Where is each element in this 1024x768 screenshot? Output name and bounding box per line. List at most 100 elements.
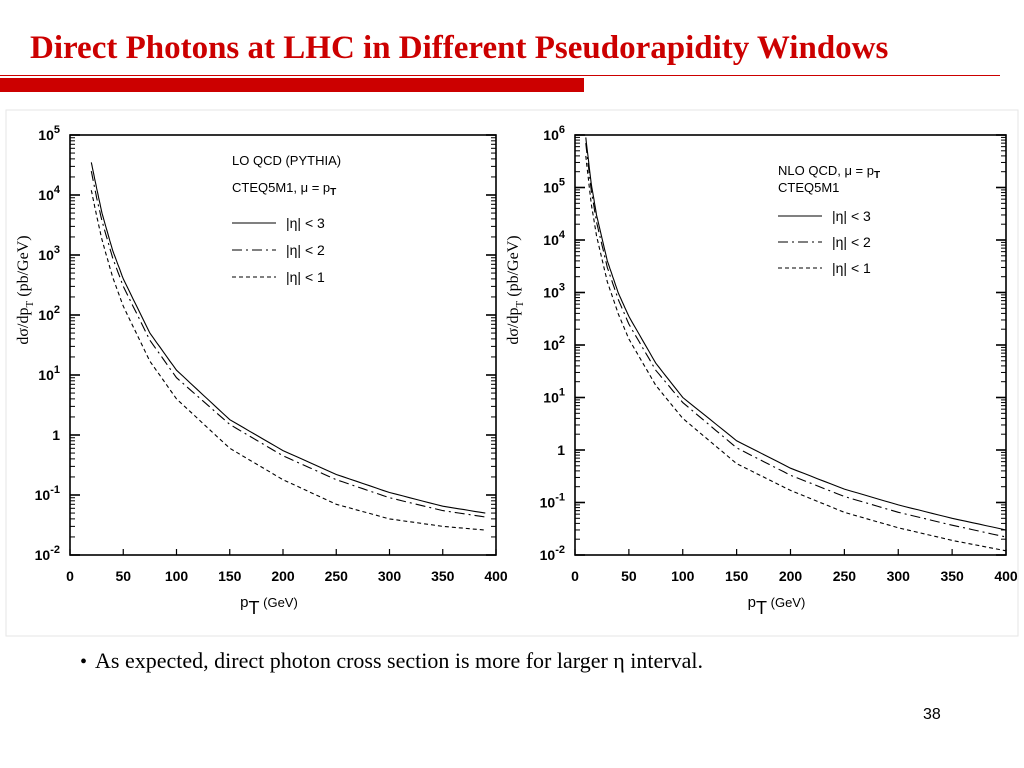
y-tick-exponent: 1: [54, 364, 60, 376]
y-tick-base: 10: [35, 487, 51, 503]
x-tick-label: 100: [671, 568, 695, 584]
x-tick-label: 150: [725, 568, 749, 584]
title-rule-thin: [0, 75, 1000, 76]
plot-annotation-text: NLO QCD, μ = p: [778, 163, 874, 178]
y-tick-base: 10: [543, 232, 559, 248]
slide-number: 38: [923, 706, 941, 723]
legend-label: |η| < 1: [832, 260, 871, 276]
plot-annotation: CTEQ5M1, μ = pT: [232, 180, 336, 198]
x-tick-label: 400: [484, 568, 508, 584]
y-tick-base: 10: [543, 390, 559, 406]
y-tick-base: 10: [38, 367, 54, 383]
x-tick-label: 350: [940, 568, 964, 584]
x-tick-label: 0: [66, 568, 74, 584]
y-tick-base: 10: [543, 127, 559, 143]
y-tick-base: 10: [38, 307, 54, 323]
x-tick-label: 300: [887, 568, 911, 584]
plot-annotation-text: CTEQ5M1: [778, 180, 839, 195]
x-tick-label: 200: [779, 568, 803, 584]
x-tick-label: 100: [165, 568, 189, 584]
y-tick-label: 10-1: [540, 492, 565, 511]
y-tick-exponent: 4: [559, 229, 566, 241]
y-tick-label: 105: [543, 177, 565, 196]
y-tick-label: 103: [38, 244, 60, 263]
y-tick-label: 103: [543, 282, 565, 301]
title-rule-thick: [0, 78, 584, 92]
series-line: [585, 143, 1007, 538]
y-axis-label: dσ/dpT (pb/GeV): [505, 235, 526, 344]
y-tick-label: 102: [543, 334, 565, 353]
y-tick-label: 10-2: [35, 544, 60, 563]
figure-border: [5, 109, 1019, 637]
y-axis-label-symbol: dσ/dp: [505, 307, 522, 344]
y-tick-base: 10: [35, 547, 51, 563]
series-line: [90, 170, 486, 518]
y-tick-base: 10: [543, 285, 559, 301]
plot-annotation: CTEQ5M1: [778, 180, 839, 195]
y-tick-exponent: 3: [559, 282, 565, 294]
x-axis-label-subscript: T: [756, 598, 767, 618]
bullet-marker: •: [80, 651, 88, 673]
x-axis-label-subscript: T: [249, 598, 260, 618]
y-tick-base: 10: [38, 187, 54, 203]
plot-annotation-subscript: T: [874, 170, 880, 181]
plot-annotation-text: LO QCD (PYTHIA): [232, 153, 341, 168]
y-tick-label: 10-1: [35, 484, 60, 503]
y-tick-base: 10: [540, 495, 556, 511]
plot-annotation: NLO QCD, μ = pT: [778, 163, 880, 181]
x-axis-label-symbol: p: [240, 594, 248, 611]
y-tick-label: 102: [38, 304, 60, 323]
series-line: [90, 190, 486, 531]
x-axis-label-symbol: p: [748, 594, 756, 611]
y-axis-label-subscript: T: [514, 300, 526, 307]
y-tick-label: 1: [557, 442, 565, 458]
slide-title: Direct Photons at LHC in Different Pseud…: [30, 30, 889, 66]
y-tick-base: 1: [52, 427, 60, 443]
y-tick-exponent: 3: [54, 244, 60, 256]
y-axis-label-symbol: dσ/dp: [15, 307, 32, 344]
x-tick-label: 400: [994, 568, 1018, 584]
y-tick-base: 10: [540, 547, 556, 563]
y-tick-exponent: 6: [559, 124, 565, 136]
y-tick-exponent: -2: [50, 544, 60, 556]
x-tick-label: 150: [218, 568, 242, 584]
y-tick-base: 10: [543, 337, 559, 353]
y-axis-label-unit: (pb/GeV): [505, 235, 522, 300]
y-tick-base: 10: [38, 247, 54, 263]
y-tick-label: 104: [38, 184, 61, 203]
y-tick-exponent: -1: [50, 484, 60, 496]
x-tick-label: 200: [271, 568, 295, 584]
x-tick-label: 50: [115, 568, 131, 584]
y-tick-label: 1: [52, 427, 60, 443]
series-line: [585, 137, 1007, 531]
legend-label: |η| < 2: [832, 234, 871, 250]
bullet-point: • As expected, direct photon cross sectio…: [80, 648, 703, 674]
series-line: [90, 162, 486, 514]
x-tick-label: 50: [621, 568, 637, 584]
y-tick-base: 10: [38, 127, 54, 143]
x-tick-label: 250: [325, 568, 349, 584]
x-axis-label-unit: (GeV): [767, 595, 805, 610]
y-tick-label: 10-2: [540, 544, 565, 563]
bullet-text: As expected, direct photon cross section…: [95, 648, 703, 673]
series-line: [585, 155, 1007, 552]
x-axis-label-unit: (GeV): [260, 595, 298, 610]
y-tick-label: 106: [543, 124, 565, 143]
plot-annotation-subscript: T: [330, 187, 336, 198]
x-tick-label: 300: [378, 568, 402, 584]
y-axis-label-subscript: T: [24, 300, 36, 307]
y-tick-label: 101: [543, 387, 565, 406]
x-tick-label: 350: [431, 568, 455, 584]
y-tick-exponent: 2: [559, 334, 565, 346]
y-tick-exponent: 1: [559, 387, 565, 399]
plot-annotation-text: CTEQ5M1, μ = p: [232, 180, 330, 195]
y-tick-exponent: 2: [54, 304, 60, 316]
y-tick-exponent: 5: [54, 124, 60, 136]
y-axis-label-unit: (pb/GeV): [15, 235, 32, 300]
y-tick-label: 105: [38, 124, 60, 143]
y-tick-exponent: -2: [555, 544, 565, 556]
legend-label: |η| < 1: [286, 269, 325, 285]
legend-label: |η| < 2: [286, 242, 325, 258]
